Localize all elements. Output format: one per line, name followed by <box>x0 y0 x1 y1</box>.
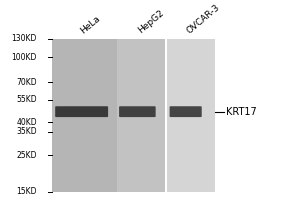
FancyBboxPatch shape <box>119 106 156 117</box>
FancyBboxPatch shape <box>55 106 108 117</box>
Text: HeLa: HeLa <box>79 13 102 35</box>
Text: 25KD: 25KD <box>16 151 37 160</box>
Text: 130KD: 130KD <box>12 34 37 43</box>
Text: 35KD: 35KD <box>16 127 37 136</box>
Bar <box>166 39 215 192</box>
Text: 100KD: 100KD <box>12 53 37 62</box>
Bar <box>117 39 166 192</box>
Text: OVCAR-3: OVCAR-3 <box>185 2 222 35</box>
Text: 15KD: 15KD <box>16 187 37 196</box>
Text: 55KD: 55KD <box>16 95 37 104</box>
Bar <box>52 39 117 192</box>
Text: KRT17: KRT17 <box>226 107 256 117</box>
Text: HepG2: HepG2 <box>136 8 165 35</box>
FancyBboxPatch shape <box>169 106 202 117</box>
Text: 70KD: 70KD <box>16 78 37 87</box>
Text: 40KD: 40KD <box>16 118 37 127</box>
